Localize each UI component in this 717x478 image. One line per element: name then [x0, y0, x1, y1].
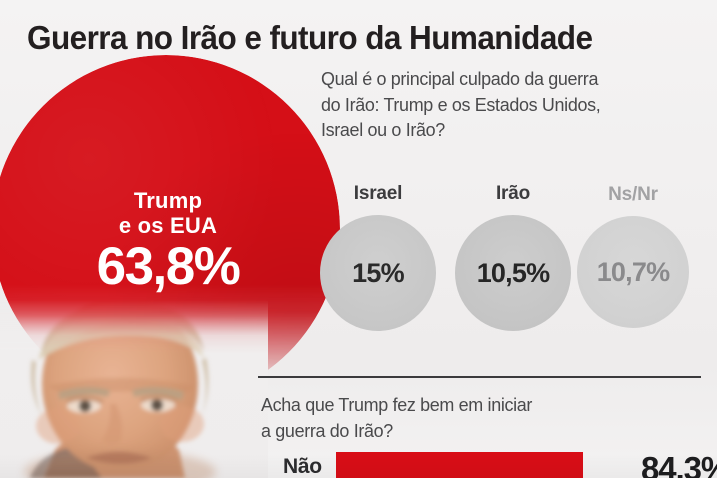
- result-value-nsnr: 10,7%: [596, 256, 670, 287]
- result-label-irao: Irão: [495, 183, 531, 204]
- question-1-line-2: do Irão: Trump e os Estados Unidos,: [321, 93, 601, 115]
- page-title: Guerra no Irão e futuro da Humanidade: [27, 19, 593, 56]
- question-2-line-2: a guerra do Irão?: [261, 419, 393, 441]
- bar-track: [336, 452, 629, 478]
- bar-label-nao: Não: [283, 455, 322, 478]
- question-2-bar-row: Não 84,3%: [261, 450, 717, 478]
- primary-result-label-line-1: Trump: [133, 188, 203, 213]
- question-1-line-1: Qual é o principal culpado da guerra: [321, 68, 599, 89]
- question-2-text: Acha que Trump fez bem em iniciar a guer…: [261, 392, 688, 443]
- trump-portrait-photo: [0, 300, 268, 478]
- result-value-irao: 10,5%: [476, 257, 550, 288]
- bar-fill-nao: [336, 452, 583, 478]
- question-1-line-3: Israel ou o Irão?: [321, 119, 445, 140]
- bar-value-nao: 84,3%: [641, 450, 717, 478]
- result-circle-nsnr: 10,7%: [577, 216, 689, 328]
- result-circle-irao: 10,5%: [455, 215, 571, 331]
- primary-result-value: 63,8%: [96, 237, 241, 296]
- primary-result-label: Trump e os EUA: [28, 188, 308, 238]
- result-label-nsnr: Ns/Nr: [608, 184, 658, 205]
- result-value-israel: 15%: [352, 257, 404, 288]
- question-1-text: Qual é o principal culpado da guerra do …: [321, 66, 701, 143]
- question-2-line-1: Acha que Trump fez bem em iniciar: [261, 394, 533, 415]
- result-label-israel: Israel: [353, 183, 403, 204]
- section-divider: [258, 376, 701, 378]
- primary-result-label-line-2: e os EUA: [118, 213, 218, 238]
- result-circle-israel: 15%: [320, 215, 436, 331]
